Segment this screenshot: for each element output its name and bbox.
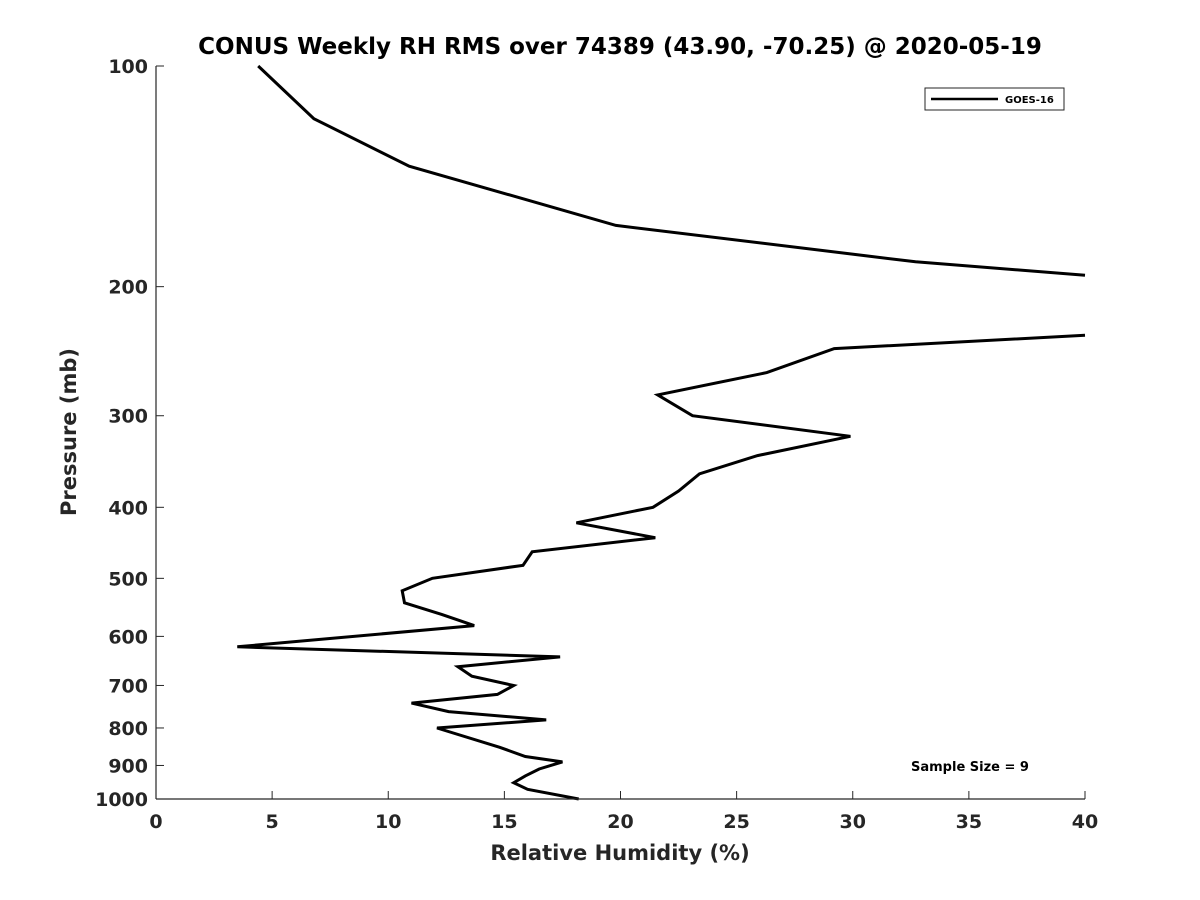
x-axis-label: Relative Humidity (%) (490, 841, 749, 865)
y-tick-label: 900 (108, 755, 148, 777)
y-tick-label: 300 (108, 406, 148, 428)
x-tick-label: 25 (723, 811, 749, 833)
y-tick-label: 700 (108, 675, 148, 697)
legend-label-goes-16: GOES-16 (1005, 95, 1054, 106)
x-tick-label: 10 (375, 811, 401, 833)
x-tick-label: 0 (149, 811, 162, 833)
y-tick-label: 400 (108, 497, 148, 519)
sample-size-annotation: Sample Size = 9 (911, 760, 1029, 775)
y-tick-label: 200 (108, 277, 148, 299)
y-tick-label: 600 (108, 626, 148, 648)
y-tick-label: 800 (108, 718, 148, 740)
chart-title: CONUS Weekly RH RMS over 74389 (43.90, -… (198, 34, 1042, 60)
series-line-goes-16 (237, 64, 1086, 801)
y-tick-label: 1000 (95, 789, 148, 811)
y-axis-label: Pressure (mb) (57, 348, 81, 516)
legend: GOES-16 (924, 87, 1065, 111)
plot-area (156, 66, 1085, 799)
series-layer (237, 64, 1086, 801)
y-tick-label: 100 (108, 56, 148, 78)
x-tick-label: 15 (491, 811, 517, 833)
x-tick-label: 30 (840, 811, 866, 833)
axis-ticks: 0 5 10 15 20 25 30 35 40 100 200 300 400 500 600 700 800… (95, 56, 1098, 833)
x-tick-label: 20 (607, 811, 633, 833)
x-tick-label: 5 (266, 811, 279, 833)
y-tick-label: 500 (108, 568, 148, 590)
x-tick-label: 40 (1072, 811, 1098, 833)
x-tick-label: 35 (956, 811, 982, 833)
